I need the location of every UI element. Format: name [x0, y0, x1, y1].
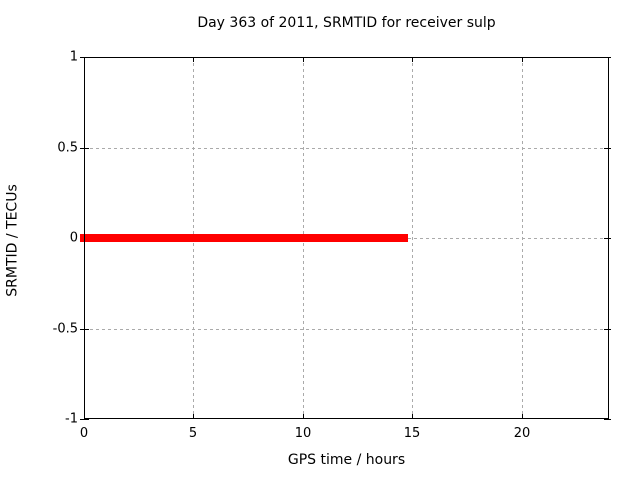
plot-area [80, 57, 611, 420]
y-tick-mark [80, 148, 89, 149]
x-tick-mark [412, 57, 413, 62]
y-tick-mark [604, 329, 611, 330]
x-tick-label: 0 [79, 426, 89, 441]
y-tick-mark [604, 57, 611, 58]
y-tick-label: 0.5 [57, 140, 78, 156]
x-tick-label: 5 [188, 426, 198, 441]
y-tick-label: -1 [65, 411, 78, 427]
x-axis-label: GPS time / hours [287, 452, 406, 468]
x-tick-mark [522, 57, 523, 62]
y-tick-mark [604, 419, 611, 420]
x-tick-mark [303, 57, 304, 62]
y-tick-mark [604, 238, 611, 239]
chart-title: Day 363 of 2011, SRMTID for receiver sul… [197, 15, 496, 31]
x-tick-label: 15 [403, 426, 421, 441]
y-gridline [84, 148, 609, 149]
y-gridline [84, 329, 609, 330]
x-tick-mark [193, 57, 194, 62]
x-tick-mark [193, 414, 194, 419]
y-tick-label: 0 [69, 230, 78, 246]
y-tick-mark [80, 419, 89, 420]
x-tick-mark [522, 414, 523, 419]
y-tick-label: 1 [69, 49, 78, 65]
x-tick-label: 20 [513, 426, 531, 441]
y-tick-mark [80, 57, 89, 58]
x-tick-label: 10 [294, 426, 312, 441]
y-tick-mark [604, 148, 611, 149]
x-tick-mark [303, 414, 304, 419]
y-tick-label: -0.5 [52, 321, 78, 337]
y-tick-mark [80, 329, 89, 330]
x-tick-mark [412, 414, 413, 419]
y-axis-label: SRMTID / TECUs [4, 184, 21, 297]
series-line-srmtid [80, 234, 408, 242]
